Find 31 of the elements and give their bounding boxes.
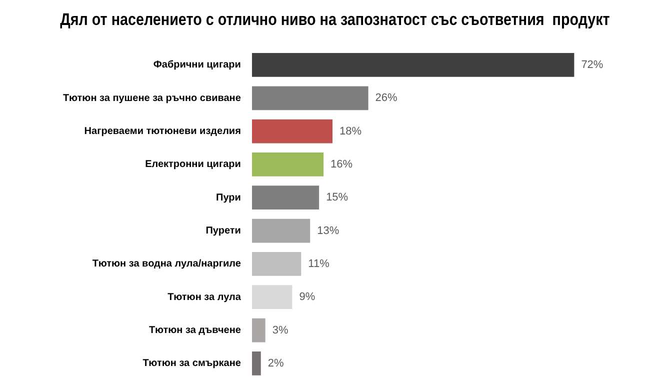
- y-tick-label: Тютюн за смъркане: [142, 358, 242, 370]
- data-label: 13%: [317, 224, 340, 237]
- bar: [252, 351, 261, 376]
- data-label: 9%: [299, 291, 316, 304]
- data-label: 2%: [268, 357, 284, 370]
- data-label: 72%: [581, 59, 604, 72]
- data-label: 26%: [375, 92, 398, 104]
- y-tick-label: Пурети: [206, 226, 241, 237]
- y-tick-label: Нагреваеми тютюневи изделия: [84, 126, 242, 138]
- y-tick-label: Пури: [216, 192, 241, 204]
- bar: [252, 152, 324, 176]
- y-tick-label: Тютюн за дъвчене: [148, 325, 242, 336]
- data-label: 11%: [308, 258, 330, 270]
- bar: [252, 53, 574, 77]
- y-tick-label: Тютюн за водна лула/наргиле: [92, 258, 242, 270]
- y-tick-label: Електронни цигари: [145, 159, 241, 170]
- data-label: 18%: [339, 125, 362, 138]
- bar: [252, 86, 368, 110]
- bar: [252, 252, 302, 276]
- chart-title: Дял от населението с отлично ниво на запознатост със съответния продукт: [60, 10, 610, 30]
- bar: [252, 218, 310, 243]
- bar: [252, 119, 332, 144]
- bar: [252, 285, 292, 310]
- y-tick-label: Тютюн за лула: [168, 292, 242, 303]
- data-label: 3%: [272, 324, 288, 336]
- bar: [252, 186, 320, 210]
- data-label: 16%: [330, 158, 353, 170]
- y-tick-label: Фабрични цигари: [153, 60, 241, 71]
- data-label: 15%: [326, 192, 348, 204]
- y-tick-label: Тютюн за пушене за ръчно свиване: [62, 92, 242, 104]
- bar: [252, 318, 266, 342]
